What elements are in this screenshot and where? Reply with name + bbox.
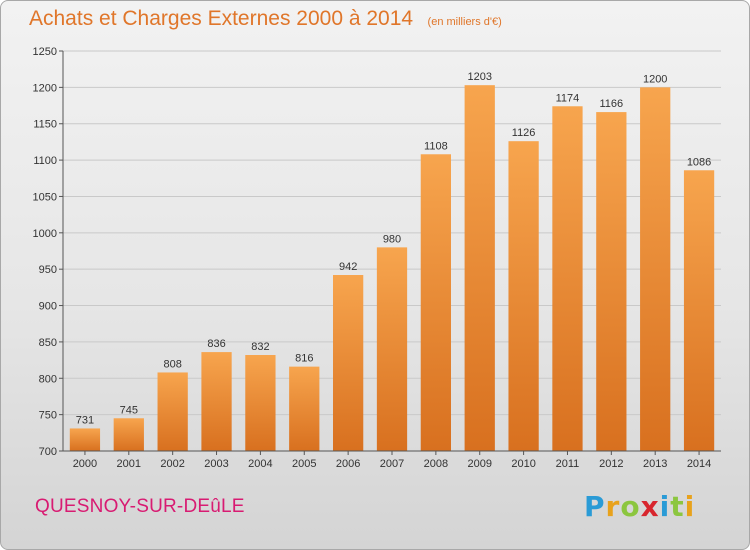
bar-value-label: 1174 [556,92,580,104]
bar-2011 [552,106,583,451]
bar-value-label: 942 [339,261,357,273]
y-tick-label: 700 [39,446,57,458]
logo-letter: t [670,490,685,523]
y-tick-label: 900 [39,301,57,313]
bar-2013 [640,87,671,451]
bar-2010 [508,141,539,451]
x-tick-label: 2010 [511,458,535,470]
bar-value-label: 980 [383,233,401,245]
axes [59,50,721,455]
bar-value-label: 745 [120,404,138,416]
x-tick-label: 2012 [599,458,623,470]
y-tick-label: 1150 [33,119,57,131]
x-tick-label: 2004 [248,458,272,470]
bar-2004 [245,355,276,451]
bar-value-label: 731 [76,414,94,426]
chart-unit: (en milliers d'€) [427,16,502,28]
x-tick-label: 2003 [204,458,228,470]
y-tick-label: 1200 [33,82,57,94]
y-tick-label: 750 [39,410,57,422]
bar-2003 [201,352,232,451]
y-tick-label: 1100 [33,155,57,167]
logo-letter: x [640,490,660,523]
logo-letter: i [684,490,696,523]
x-tick-label: 2011 [556,458,580,470]
bar-2009 [464,85,495,451]
y-tick-label: 1050 [33,191,57,203]
y-tick-label: 800 [39,373,57,385]
bar-2002 [157,372,188,451]
bar-2014 [683,170,715,452]
y-tick-label: 850 [39,337,57,349]
bar-value-label: 1126 [512,127,536,139]
bar-value-label: 1166 [600,98,624,110]
logo-letter: i [659,490,671,523]
x-tick-label: 2000 [73,458,97,470]
bar-value-label: 816 [295,353,313,365]
bar-2000 [69,428,101,451]
bar-value-label: 832 [251,341,269,353]
commune-name: QUESNOY-SUR-DEûLE [35,496,245,517]
x-tick-label: 2007 [380,458,404,470]
x-tick-label: 2005 [292,458,316,470]
y-tick-label: 1250 [33,46,57,58]
labels: 700 750 800 850 900 950 1000 1050 1100 1150 1200 12… [33,46,712,470]
logo-letter: r [605,490,621,523]
bar-value-label: 1200 [643,73,667,85]
logo-letter: o [620,490,641,523]
bar-2005 [289,366,320,451]
x-tick-label: 2006 [336,458,360,470]
bar-2001 [113,418,144,451]
x-tick-label: 2013 [643,458,667,470]
bar-2008 [420,154,452,452]
proxiti-logo: Proxiti [584,490,695,523]
bar-value-label: 1203 [467,71,491,83]
bar-2006 [332,275,364,451]
logo-letter: P [584,490,606,523]
bar-2007 [376,247,408,451]
y-tick-label: 1000 [33,228,57,240]
x-tick-label: 2002 [160,458,184,470]
x-tick-label: 2014 [687,458,711,470]
chart-title: Achats et Charges Externes 2000 à 2014 [29,7,414,30]
bar-value-label: 1086 [687,156,711,168]
bar-value-label: 1108 [424,140,448,152]
x-tick-label: 2001 [117,458,141,470]
y-tick-label: 950 [39,264,57,276]
x-tick-label: 2009 [467,458,491,470]
bar-2012 [596,112,627,451]
bars [69,85,715,452]
x-tick-label: 2008 [424,458,448,470]
title-row: Achats et Charges Externes 2000 à 2014 (… [29,7,502,31]
bar-value-label: 836 [207,338,225,350]
bar-value-label: 808 [163,358,181,370]
